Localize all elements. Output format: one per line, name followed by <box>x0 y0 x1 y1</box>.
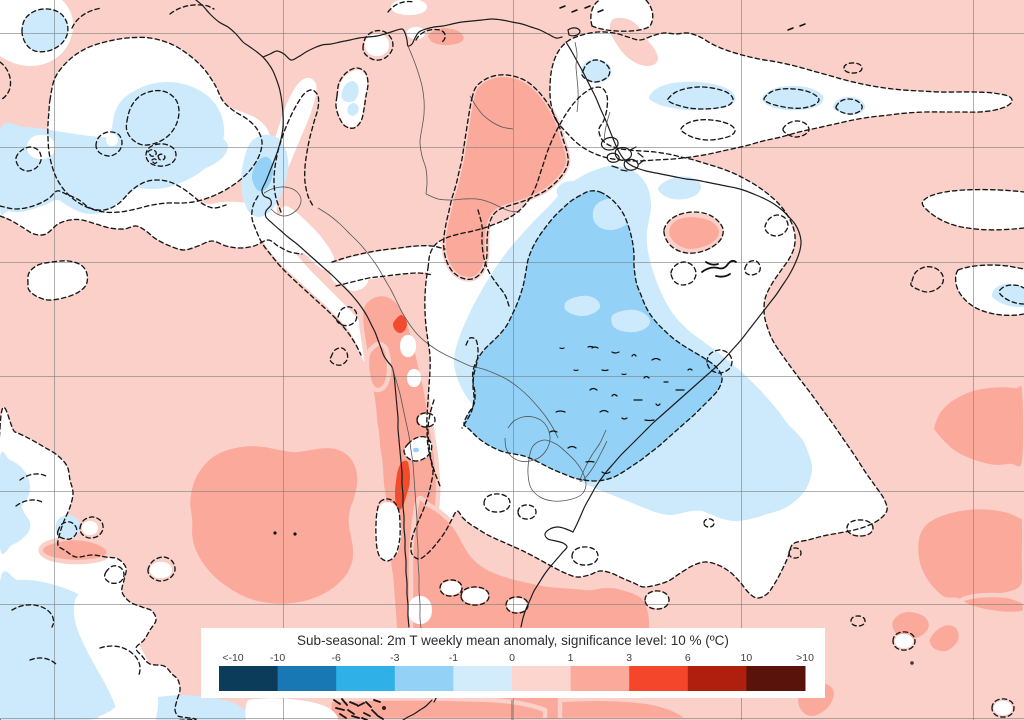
svg-text:-6: -6 <box>332 652 341 664</box>
svg-text:6: 6 <box>685 652 691 664</box>
svg-text:>10: >10 <box>796 652 814 664</box>
svg-text:3: 3 <box>626 652 632 664</box>
svg-text:10: 10 <box>741 652 753 664</box>
svg-text:<-10: <-10 <box>222 652 243 664</box>
svg-text:-10: -10 <box>270 652 285 664</box>
svg-text:-1: -1 <box>449 652 458 664</box>
svg-text:1: 1 <box>568 652 574 664</box>
svg-text:Sub-seasonal: 2m T weekly mean: Sub-seasonal: 2m T weekly mean anomaly, … <box>297 633 729 648</box>
svg-text:-3: -3 <box>390 652 399 664</box>
svg-text:0: 0 <box>509 652 515 664</box>
